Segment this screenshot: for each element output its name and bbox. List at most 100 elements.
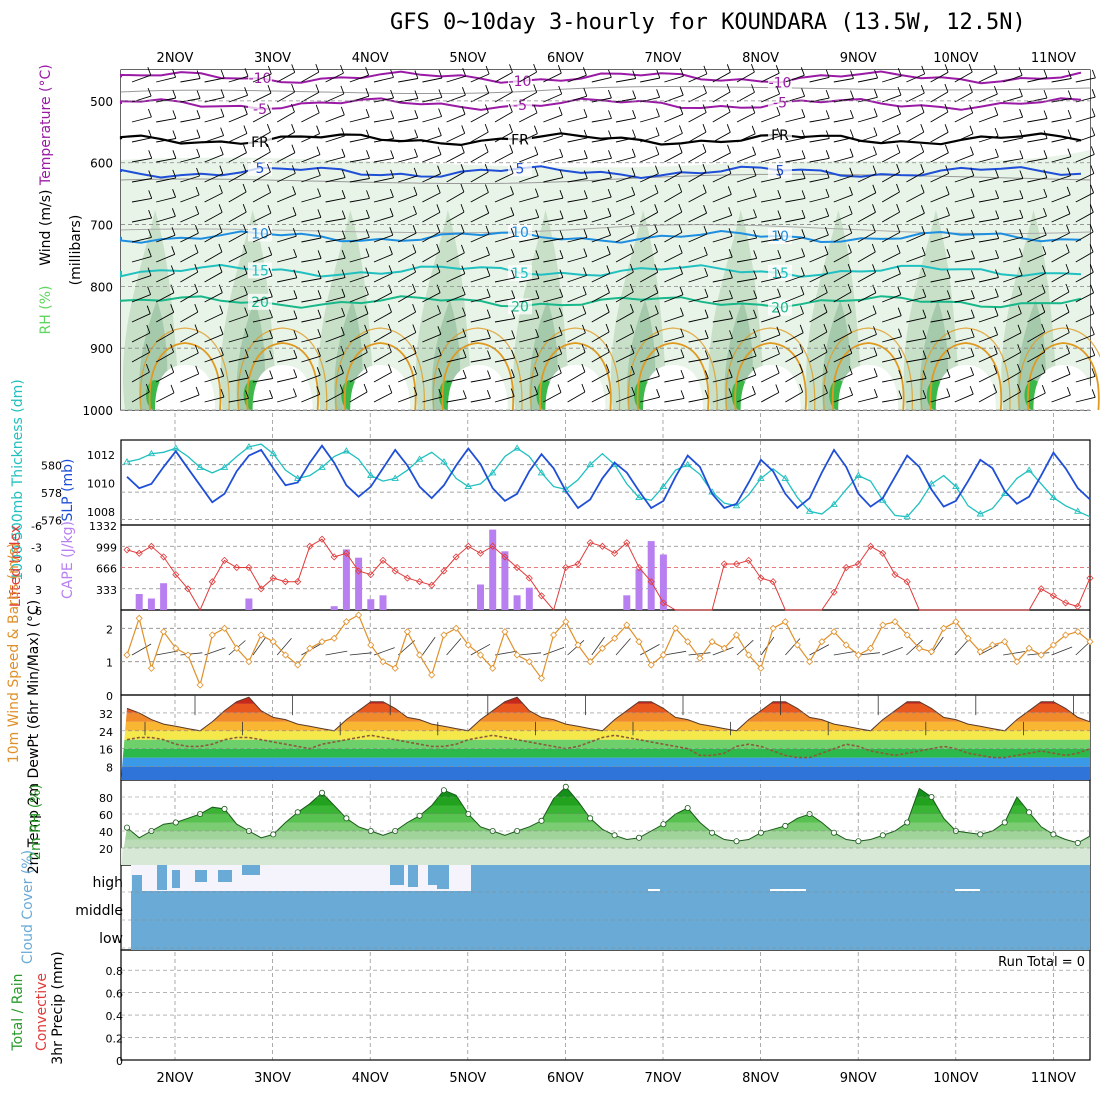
wind-barb-flag	[243, 106, 248, 115]
wind-barb-flag	[847, 283, 852, 293]
wind10m-point	[160, 628, 168, 636]
rh-band	[121, 839, 1090, 848]
wind-barb-flag	[147, 87, 152, 97]
wind-barb-flag	[388, 265, 393, 274]
wind-barb	[1003, 293, 1022, 303]
wind-barb-flag	[508, 83, 513, 93]
wind10m-point	[1049, 641, 1057, 649]
cloud-block	[390, 865, 404, 885]
isotherm-label-bg	[248, 70, 272, 87]
wind-barb-flag	[510, 369, 515, 378]
date-label-bottom: 11NOV	[1031, 1071, 1076, 1086]
wind-barb	[180, 78, 201, 83]
wind-barb-flag	[655, 127, 660, 136]
cloud-block	[132, 875, 142, 893]
wind-barb	[736, 133, 756, 143]
wind-barb-flag	[1067, 109, 1072, 119]
wind-barb	[349, 391, 368, 403]
wind-barb	[881, 211, 900, 223]
wind-barb-flag	[511, 290, 516, 299]
wind-barb-flag	[897, 67, 902, 77]
wind-barb-flag	[825, 89, 830, 99]
millibars-ylabel-part: (millibars)	[68, 215, 84, 286]
wind-barb	[664, 252, 683, 263]
wind-barb-flag	[1041, 323, 1046, 333]
wind10m-point	[135, 614, 143, 622]
wind-barb-flag	[412, 263, 417, 273]
wind-barb	[664, 273, 683, 283]
wind-barb-flag	[630, 324, 635, 333]
cape-bar	[367, 599, 375, 610]
wind-barb	[1027, 118, 1048, 123]
wind-barb-flag	[704, 370, 709, 379]
wind-barb-flag	[219, 146, 224, 155]
wind-barb	[978, 218, 999, 223]
wind-barb-flag	[944, 103, 949, 113]
wind-barb	[906, 378, 927, 383]
wind-barb	[930, 376, 951, 383]
wind-barb	[736, 393, 756, 403]
wind-barb-flag	[341, 307, 346, 317]
thickness-point	[854, 471, 863, 479]
wind-barb-flag	[218, 264, 223, 273]
wind-barb-flag	[751, 104, 756, 114]
wind-barb-flag	[340, 345, 345, 355]
wind-barb-flag	[583, 190, 588, 199]
wind-barb	[1027, 157, 1048, 163]
rh-point	[1050, 831, 1057, 838]
wind-barb	[325, 315, 345, 323]
wind-barb-flag	[872, 264, 876, 273]
wind-barb	[833, 175, 853, 183]
wind-barb	[373, 234, 393, 243]
wind-barb-flag	[801, 150, 806, 159]
wind-barb	[470, 112, 489, 123]
wind-barb	[494, 376, 515, 383]
wind-barb-flag	[726, 83, 731, 93]
wind-barb-flag	[655, 326, 660, 335]
wind-barb	[1003, 197, 1023, 203]
wind-barb	[519, 317, 539, 323]
wind-barb	[761, 277, 781, 283]
wind-barb-flag	[218, 243, 223, 253]
wind-barb	[906, 317, 926, 323]
wind-barb	[398, 98, 418, 103]
cape-bar	[647, 541, 655, 610]
wind-barb	[906, 171, 925, 183]
cape-bar	[635, 569, 643, 610]
wind-barb-flag	[801, 109, 806, 118]
isotherm-label: 5	[776, 164, 785, 180]
wind-barb	[930, 277, 951, 283]
wind-barb	[640, 313, 659, 323]
wind-barb	[204, 231, 223, 243]
wind-barb-flag	[558, 85, 563, 95]
wind-barb	[1051, 311, 1070, 323]
wind-barb-flag	[195, 205, 200, 215]
wind-barb-flag	[801, 170, 806, 179]
wind-barb	[1003, 74, 1023, 83]
wind-barb-flag	[364, 305, 369, 314]
wind-barb	[422, 271, 441, 283]
wind-barb-flag	[946, 310, 951, 319]
wind-barb	[978, 177, 999, 183]
wind10m-barb	[252, 636, 267, 656]
li-point	[513, 563, 521, 572]
wind-barb-flag	[630, 365, 635, 375]
wind-barb-flag	[775, 65, 780, 74]
wind-barb-flag	[777, 169, 782, 178]
wind-barb	[785, 371, 803, 383]
wind-barb	[736, 92, 755, 103]
wind-barb-flag	[993, 345, 998, 354]
wind-barb	[131, 371, 150, 383]
wind-barb-flag	[607, 89, 612, 99]
wind-barb	[615, 394, 635, 403]
wind-barb	[881, 191, 900, 203]
wind-barb-flag	[317, 270, 322, 279]
temp-contour-25	[246, 342, 319, 411]
wind-barb	[1051, 175, 1071, 183]
wind-barb	[494, 235, 515, 243]
wind-barb	[954, 112, 973, 123]
wind-barb-flag	[148, 209, 153, 219]
wind-barb	[881, 232, 901, 243]
cape-bar	[513, 595, 521, 610]
wind-barb	[180, 352, 199, 363]
